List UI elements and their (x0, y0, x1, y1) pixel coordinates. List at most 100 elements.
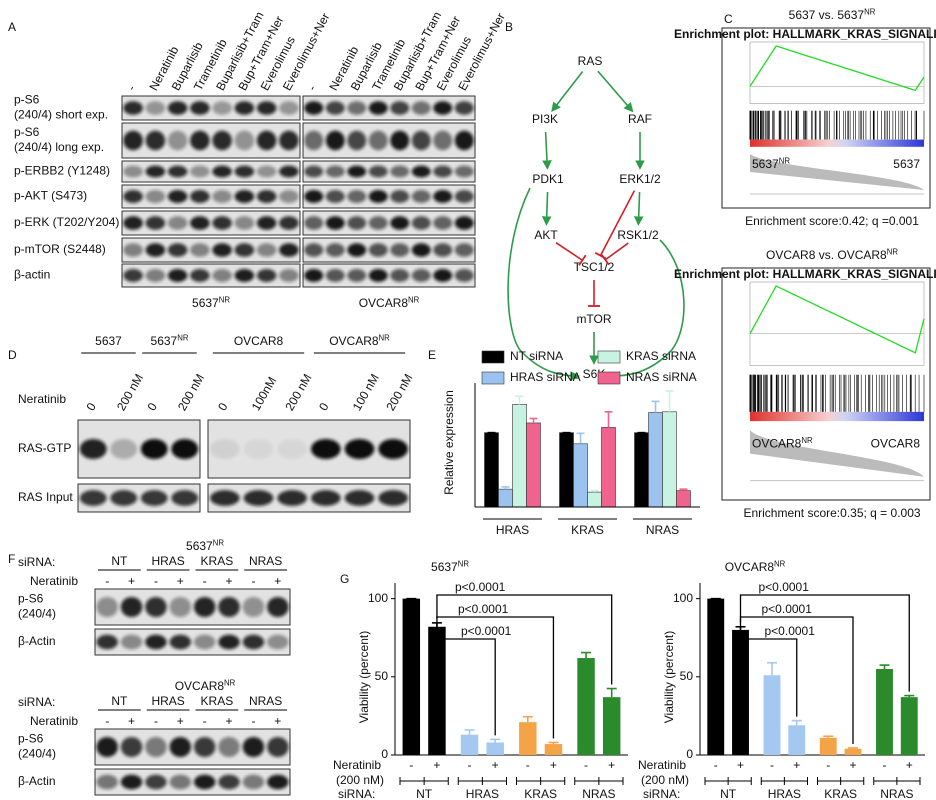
blot-band (234, 243, 255, 257)
blot-band (140, 439, 168, 459)
blot-band (368, 165, 388, 178)
blot-band (390, 243, 410, 257)
blot-band (390, 190, 410, 203)
group-label: NRAS (582, 787, 615, 800)
blot-band (304, 190, 324, 203)
blot-background (302, 263, 476, 288)
blot-band (145, 634, 167, 650)
blot-band (344, 439, 375, 459)
gsea-right-label: 5637 (893, 157, 920, 171)
blot-band (167, 190, 188, 203)
row-label: p-S6 (14, 125, 40, 139)
blot-band (212, 101, 232, 115)
blot-band (167, 165, 188, 178)
blot-band (325, 216, 345, 230)
legend-label: HRAS siRNA (510, 370, 581, 384)
bar (788, 725, 806, 755)
row-label: p-S6 (14, 93, 40, 107)
blot-band (411, 269, 431, 282)
group-label: 5637NR (151, 334, 189, 349)
blot-band (368, 101, 388, 115)
blot-band (256, 216, 277, 230)
blot-band (325, 130, 345, 151)
blot-band (145, 216, 166, 230)
blot-band (325, 190, 345, 203)
blot-band (212, 269, 232, 282)
sirna-label: siRNA: (18, 695, 55, 709)
legend-swatch (597, 350, 621, 364)
x-tick-label: - (584, 758, 588, 772)
blot-band (145, 243, 166, 257)
blot-band (212, 243, 232, 257)
x-tick-label: + (550, 758, 557, 772)
blot-band (390, 269, 410, 282)
blot-band (242, 737, 265, 757)
blot-band (145, 774, 167, 790)
significance-bracket (436, 618, 496, 736)
blot-band (304, 269, 324, 282)
blot-band (390, 101, 410, 115)
blot-band (145, 737, 167, 757)
panel-label: G (340, 572, 349, 586)
significance-bracket (739, 622, 798, 717)
blot-band (347, 165, 367, 178)
blot-band (193, 774, 216, 790)
blot-band (347, 269, 367, 282)
blot-band (171, 490, 199, 506)
sign-label: - (154, 714, 158, 728)
pathway-node: RAF (628, 112, 652, 126)
bar (763, 675, 781, 755)
blot-band (304, 216, 324, 230)
row-label: RAS-GTP (18, 441, 71, 455)
sign-label: + (177, 714, 184, 728)
blot-band (242, 597, 265, 617)
x-tick-label: - (714, 758, 718, 772)
blot-band (96, 774, 118, 790)
group-label: 5637 (95, 334, 122, 348)
blot-band (279, 269, 299, 282)
blot-band (96, 737, 118, 757)
blot-band (169, 737, 192, 757)
pathway-node: mTOR (576, 312, 611, 326)
group-label: NRAS (880, 787, 913, 800)
bar (460, 734, 479, 755)
column-label: - (124, 83, 138, 93)
blot-band (169, 597, 192, 617)
blot-band (212, 165, 232, 178)
row-label: β-Actin (18, 774, 56, 788)
blot-band (190, 130, 210, 151)
chart-title: 5637NR (431, 560, 469, 575)
panel-label: F (8, 552, 15, 566)
blot-band (212, 190, 232, 203)
x-tick-label: - (409, 758, 413, 772)
blot-band (123, 243, 143, 257)
group-label-sup: NR (408, 296, 420, 305)
gsea-heading: Enrichment plot: HALLMARK_KRAS_SIGNALING… (674, 267, 936, 281)
blot-band (304, 101, 324, 115)
blot-band (167, 101, 188, 115)
blot-band (256, 101, 277, 115)
blot-band (256, 130, 277, 151)
significance-bracket (739, 616, 854, 744)
group-label: OVCAR8 (234, 334, 284, 348)
group-label: 5637NR (192, 296, 230, 311)
blot-band (277, 439, 307, 459)
gsea-rank-bar (750, 139, 924, 147)
blot-band (279, 101, 299, 115)
blot-band (378, 490, 408, 506)
blot-title-sup: NR (224, 679, 236, 688)
panel-label: B (505, 20, 513, 34)
blot-band (454, 190, 474, 203)
blot-band (325, 101, 345, 115)
blot-background (302, 160, 476, 183)
blot-band (454, 216, 474, 230)
blot-band (234, 130, 255, 151)
blot-band (433, 190, 453, 203)
row-label: (240/4) (18, 747, 56, 761)
group-label-main: OVCAR8 (359, 296, 409, 310)
annotation: p<0.0001 (458, 602, 509, 616)
pathway-node: ERK1/2 (619, 172, 661, 186)
blot-band (190, 165, 210, 178)
sign-label: + (128, 714, 135, 728)
